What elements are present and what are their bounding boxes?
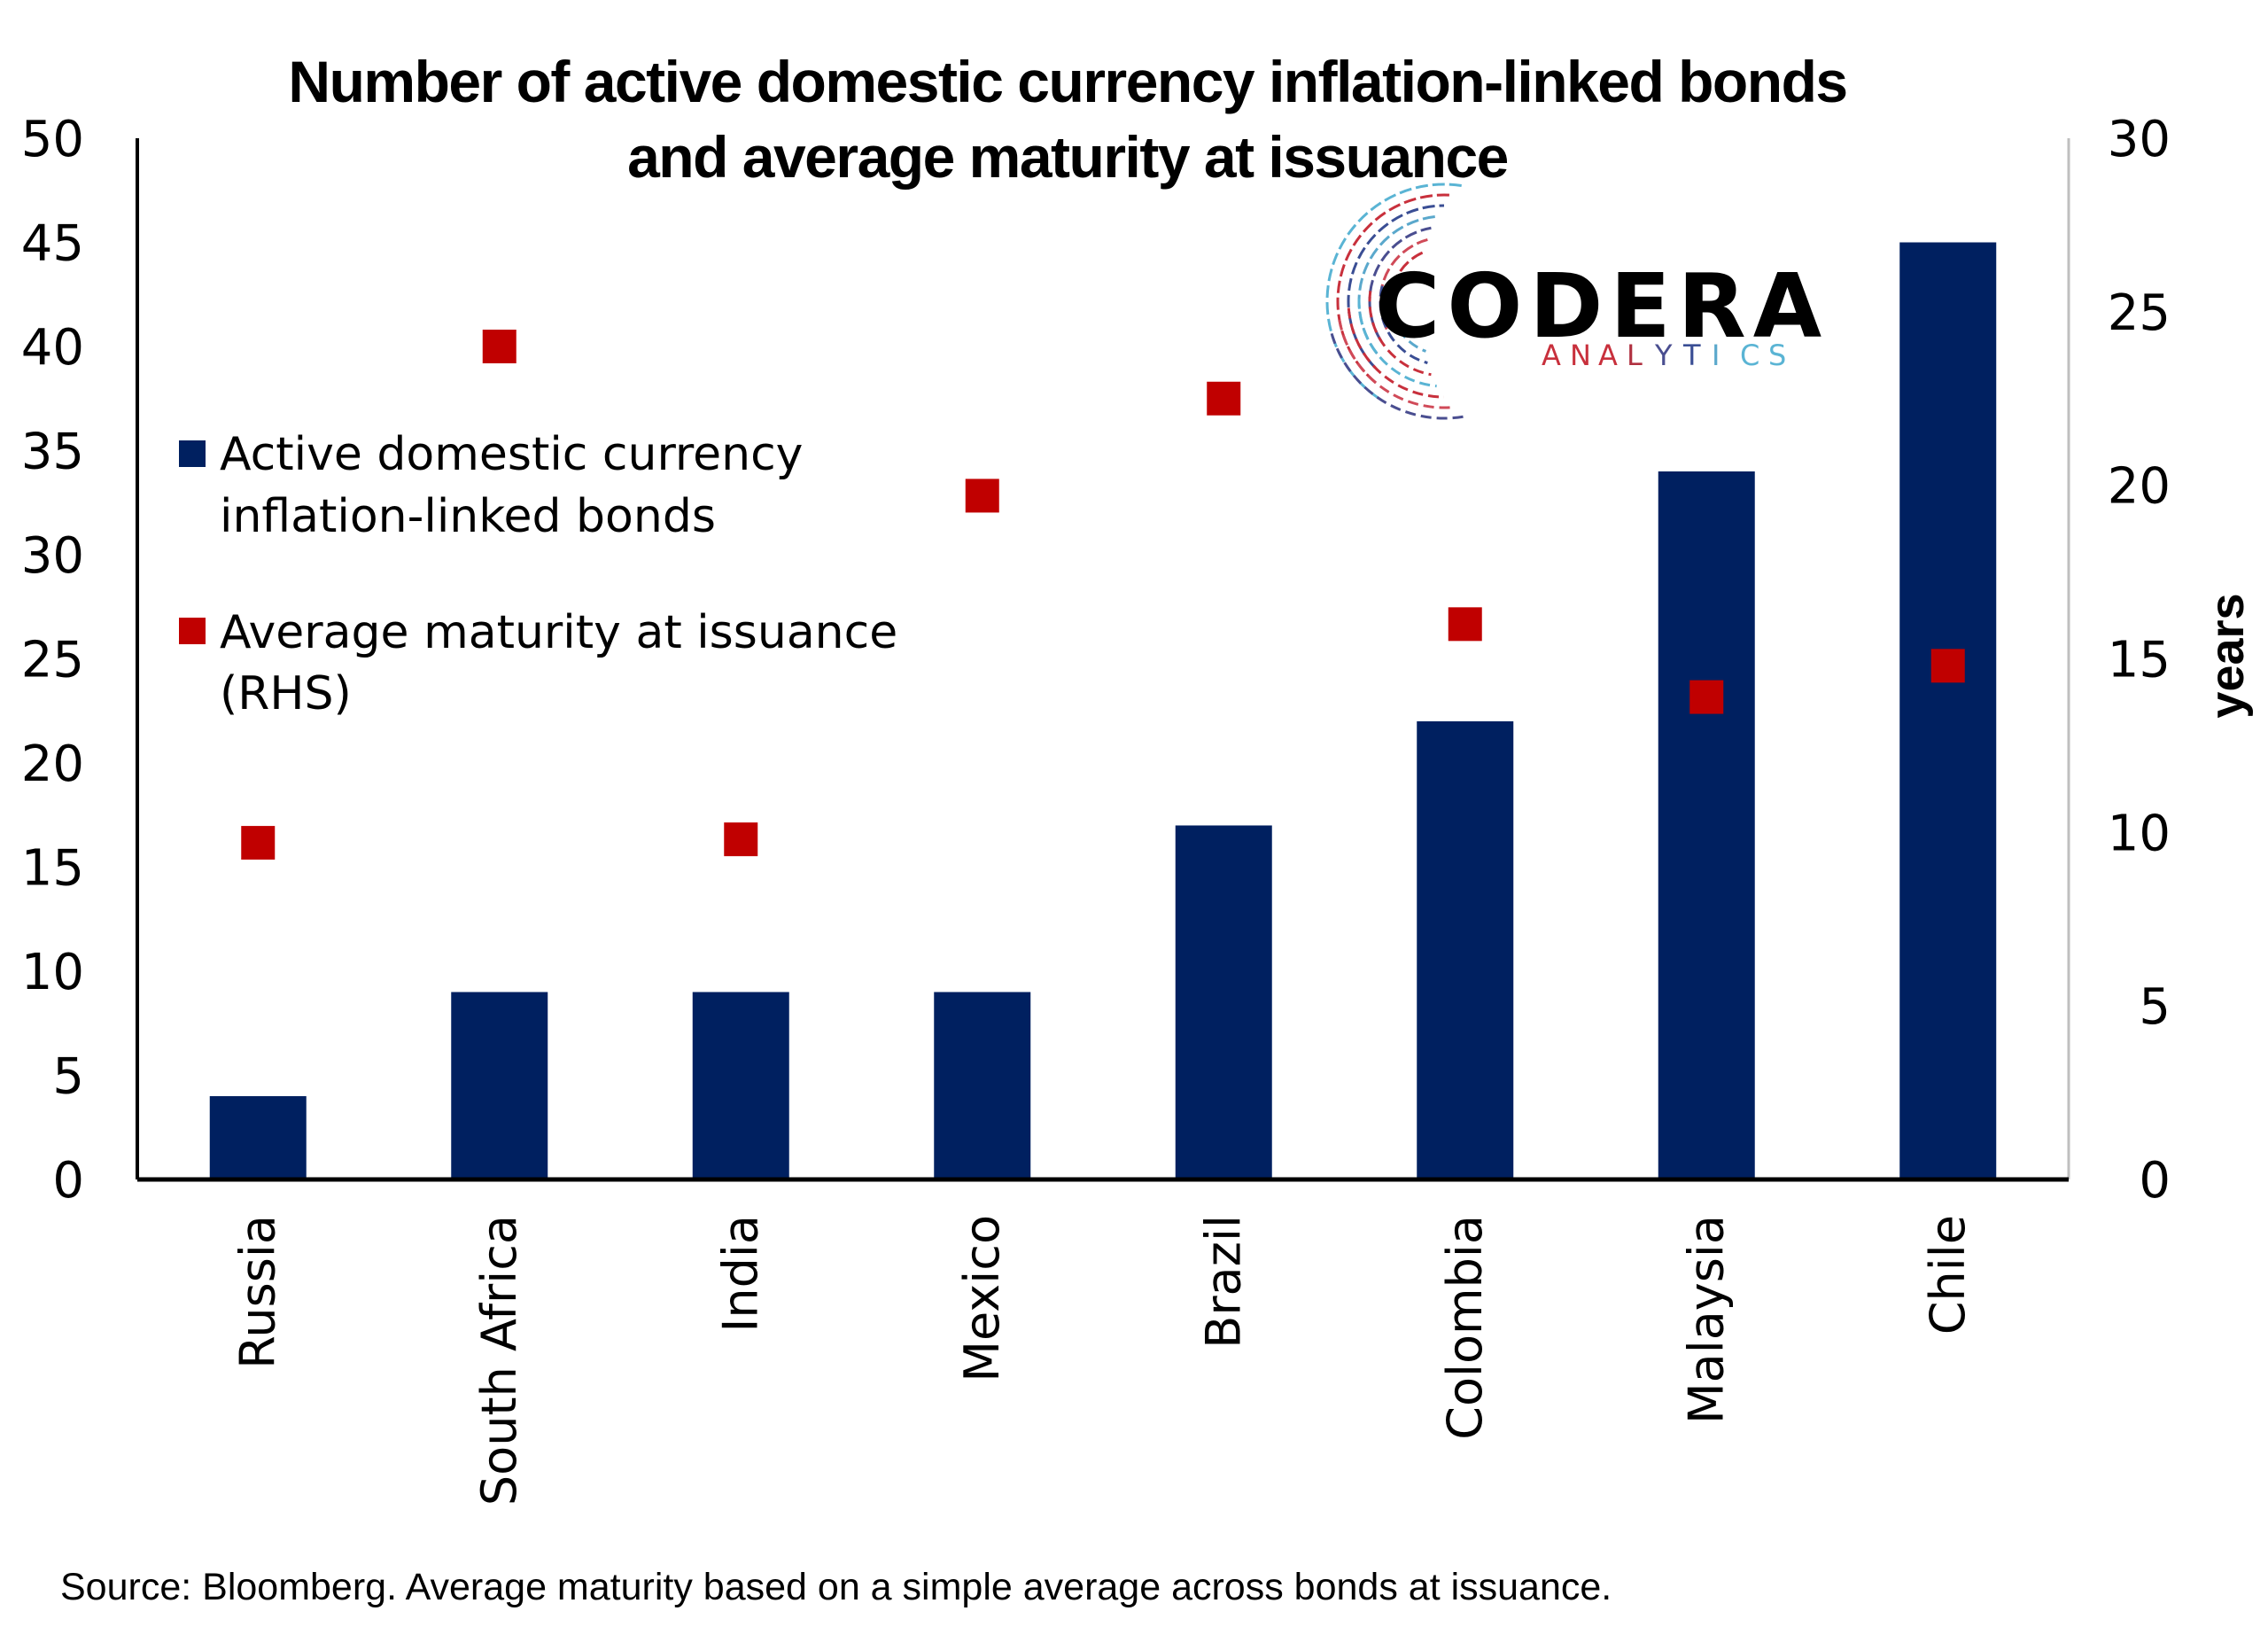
left-tick-label: 25 <box>21 632 84 689</box>
left-tick-label: 15 <box>21 840 84 898</box>
bar-south-africa <box>451 992 548 1179</box>
logo-subtitle-letter: I <box>1712 339 1736 372</box>
bar-series <box>137 242 2069 1182</box>
legend-label-bonds-line-1: Active domestic currency <box>220 428 803 481</box>
category-label: Chile <box>1920 1215 1976 1335</box>
right-tick-label: 0 <box>2139 1152 2171 1210</box>
logo-circuit-icon <box>1325 183 1465 420</box>
bar-colombia <box>1417 721 1514 1179</box>
category-label: Malaysia <box>1678 1215 1734 1424</box>
right-tick-label: 15 <box>2108 632 2171 689</box>
logo-subtitle-letter: C <box>1740 339 1775 372</box>
legend-swatch-bonds <box>179 440 206 467</box>
legend-swatch-maturity <box>179 618 206 644</box>
category-label: India <box>712 1215 768 1333</box>
category-label: Mexico <box>954 1215 1010 1382</box>
right-tick-label: 30 <box>2108 111 2171 168</box>
logo-subtitle-letter: L <box>1627 339 1658 372</box>
marker-brazil <box>1207 381 1241 416</box>
marker-india <box>724 822 758 857</box>
category-label: South Africa <box>471 1215 527 1506</box>
logo-arc <box>1357 298 1437 388</box>
bar-malaysia <box>1658 471 1755 1179</box>
logo-arc <box>1338 319 1454 409</box>
left-tick-label: 50 <box>21 111 84 168</box>
left-tick-label: 45 <box>21 215 84 273</box>
chart-title: Number of active domestic currency infla… <box>288 49 1848 190</box>
bar-brazil <box>1175 825 1272 1179</box>
bar-russia <box>209 1096 307 1179</box>
logo-subtitle-letter: A <box>1542 339 1577 372</box>
left-tick-label: 30 <box>21 527 84 585</box>
logo-subtitle-letter: A <box>1598 339 1634 372</box>
right-axis-ticks: 0 5 10 15 20 25 30 <box>2108 111 2171 1210</box>
category-label: Colombia <box>1437 1215 1493 1440</box>
legend-label-bonds-line-2: inflation-linked bonds <box>220 490 716 543</box>
marker-chile <box>1930 649 1965 683</box>
logo-wordmark: CODERA <box>1375 254 1829 358</box>
left-axis-ticks: 0 5 10 15 20 25 30 35 40 45 50 <box>21 111 84 1210</box>
left-tick-label: 40 <box>21 319 84 377</box>
chart-title-line-1: Number of active domestic currency infla… <box>288 49 1846 114</box>
right-tick-label: 20 <box>2108 458 2171 516</box>
logo-arc <box>1330 332 1465 420</box>
logo-subtitle-letter: Y <box>1654 339 1689 372</box>
logo-arc <box>1347 204 1445 370</box>
source-note: Source: Bloomberg. Average maturity base… <box>60 1566 1612 1608</box>
legend: Active domestic currency inflation-linke… <box>179 428 897 720</box>
legend-label-maturity-line-1: Average maturity at issuance <box>220 606 897 659</box>
left-tick-label: 0 <box>52 1152 84 1210</box>
logo-arc <box>1389 250 1426 321</box>
category-labels: Russia South Africa India Mexico Brazil Colom… <box>229 1215 1976 1506</box>
right-tick-label: 10 <box>2108 805 2171 862</box>
logo-subtitle-letter: S <box>1768 339 1802 372</box>
marker-series <box>241 330 1965 860</box>
logo-arc <box>1368 291 1432 377</box>
logo-subtitle-letter: T <box>1682 339 1717 372</box>
right-tick-label: 25 <box>2108 284 2171 342</box>
marker-malaysia <box>1689 680 1724 714</box>
marker-colombia <box>1448 607 1482 642</box>
category-label: Russia <box>229 1215 285 1369</box>
left-tick-label: 20 <box>21 735 84 793</box>
bar-chile <box>1899 242 1997 1179</box>
logo-subtitle-letter: N <box>1570 339 1607 372</box>
logo-arc <box>1325 183 1465 400</box>
right-axis-label: years <box>2201 593 2254 718</box>
logo-arc <box>1347 307 1445 399</box>
marker-russia <box>241 826 276 860</box>
logo-arc <box>1379 238 1428 331</box>
left-tick-label: 10 <box>21 944 84 1001</box>
axes <box>136 138 2070 1179</box>
marker-south-africa <box>482 330 517 363</box>
right-tick-label: 5 <box>2139 978 2171 1036</box>
left-tick-label: 5 <box>52 1048 84 1106</box>
bar-mexico <box>934 992 1031 1179</box>
logo-arc <box>1389 282 1426 353</box>
chart-title-line-2: and average maturity at issuance <box>627 124 1508 190</box>
legend-label-maturity-line-2: (RHS) <box>220 667 352 720</box>
logo-arc <box>1379 285 1428 364</box>
left-tick-label: 35 <box>21 424 84 481</box>
category-label: Brazil <box>1195 1215 1251 1349</box>
bar-india <box>692 992 789 1179</box>
marker-mexico <box>965 479 999 513</box>
